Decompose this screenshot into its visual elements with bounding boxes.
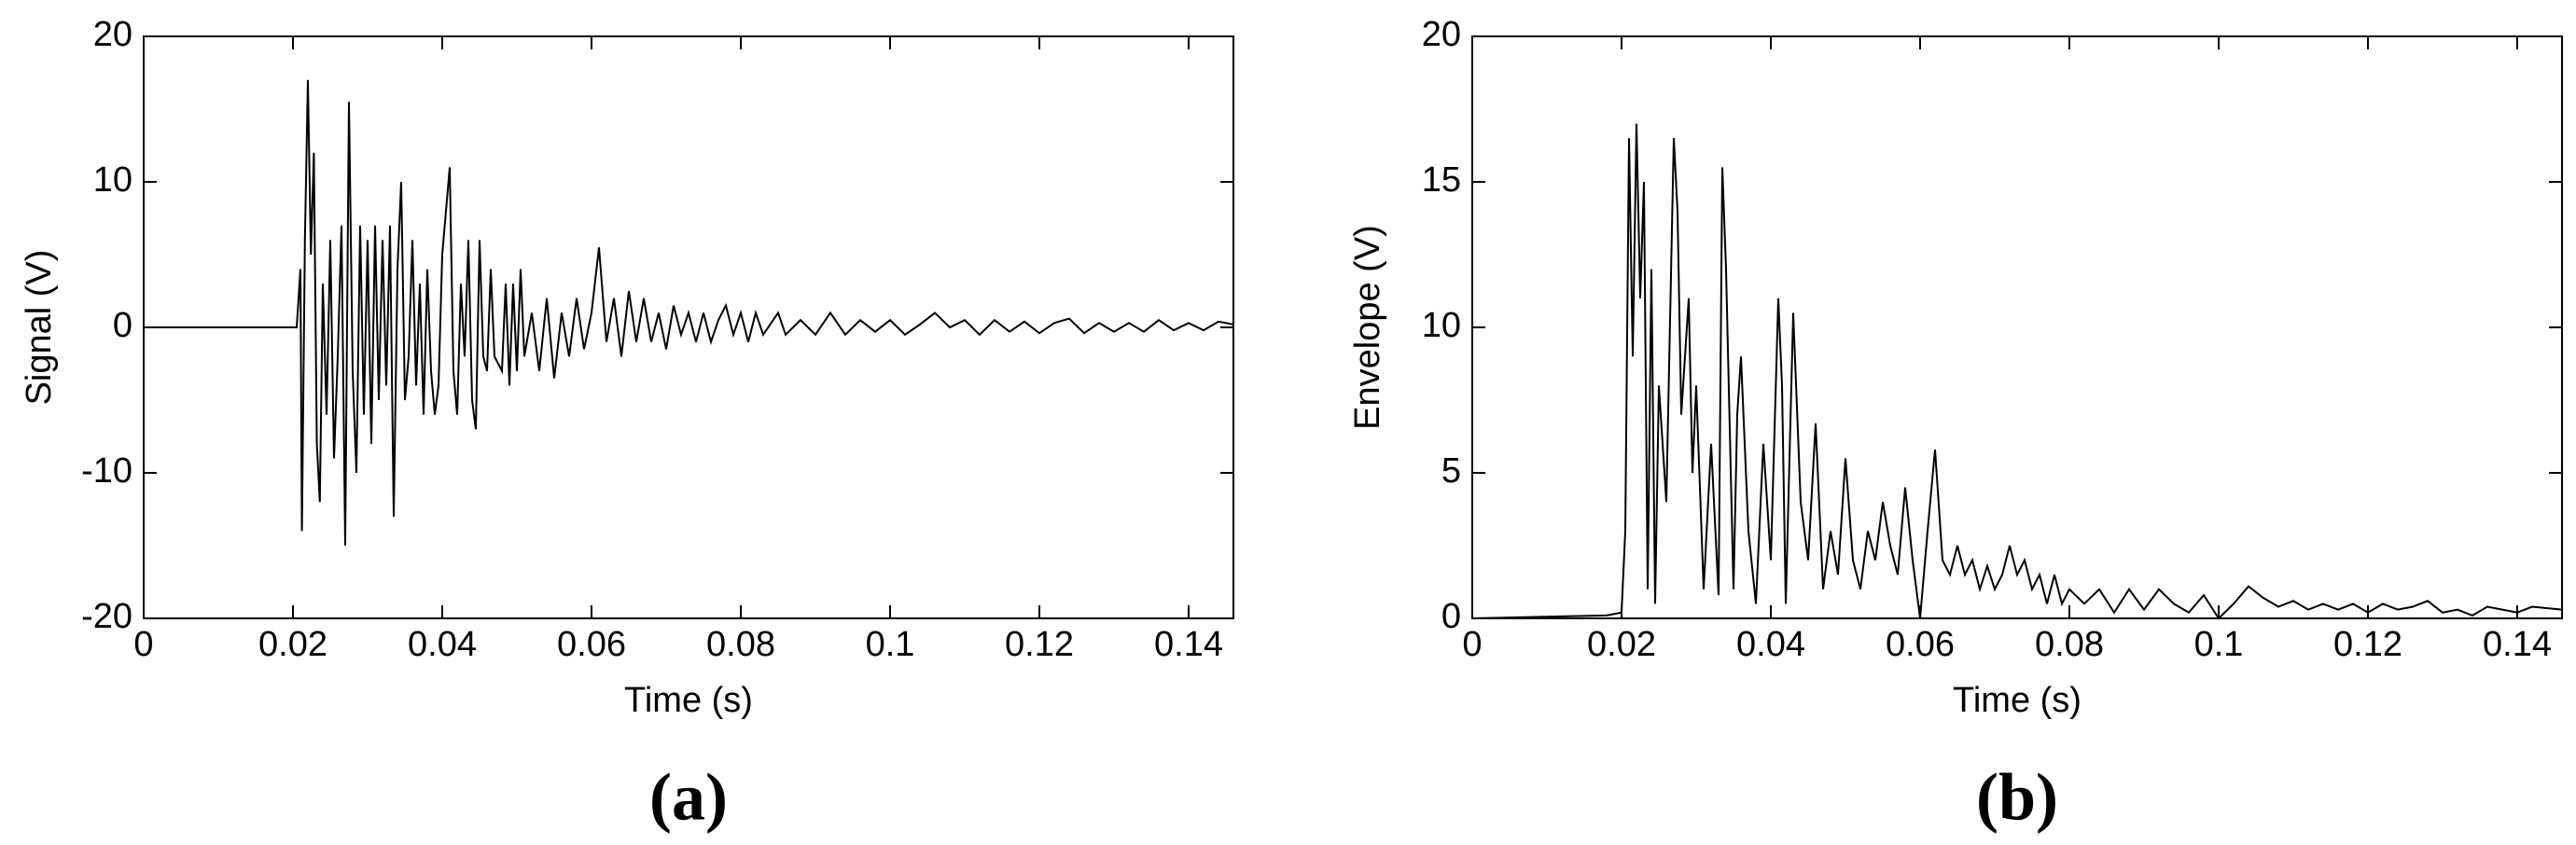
y-tick-label: -10: [81, 451, 132, 491]
y-tick-label: 15: [1422, 160, 1461, 200]
x-tick-label: 0.02: [258, 625, 327, 664]
x-tick-label: 0.14: [1154, 625, 1223, 664]
x-tick-label: 0.02: [1587, 625, 1656, 664]
caption: (a): [649, 760, 728, 835]
x-tick-label: 0: [133, 625, 153, 664]
signal-line: [144, 79, 1234, 547]
x-tick-label: 0.04: [408, 625, 477, 664]
x-tick-label: 0.1: [866, 625, 915, 664]
x-tick-label: 0.08: [2035, 625, 2104, 664]
y-tick-label: -20: [81, 597, 132, 636]
y-axis-label: Signal (V): [20, 250, 59, 406]
y-tick-label: 10: [93, 160, 132, 200]
x-tick-label: 0.04: [1736, 625, 1805, 664]
y-tick-label: 10: [1422, 306, 1461, 345]
y-tick-label: 0: [1441, 597, 1461, 636]
x-tick-label: 0: [1462, 625, 1482, 664]
y-tick-label: 0: [113, 306, 132, 345]
plot-area: [143, 35, 1234, 619]
y-tick-label: 20: [93, 15, 132, 54]
y-tick-label: 5: [1441, 451, 1461, 491]
x-tick-label: 0.08: [706, 625, 775, 664]
x-tick-label: 0.12: [2333, 625, 2402, 664]
x-tick-label: 0.06: [1886, 625, 1955, 664]
x-axis-label: Time (s): [624, 681, 753, 720]
x-tick-label: 0.06: [557, 625, 626, 664]
x-tick-label: 0.1: [2194, 625, 2244, 664]
x-axis-label: Time (s): [1953, 681, 2082, 720]
caption: (b): [1976, 760, 2058, 835]
y-tick-label: 20: [1422, 15, 1461, 54]
signal-line: [1471, 123, 2563, 620]
x-tick-label: 0.12: [1005, 625, 1074, 664]
y-axis-label: Envelope (V): [1348, 225, 1387, 430]
x-tick-label: 0.14: [2483, 625, 2552, 664]
